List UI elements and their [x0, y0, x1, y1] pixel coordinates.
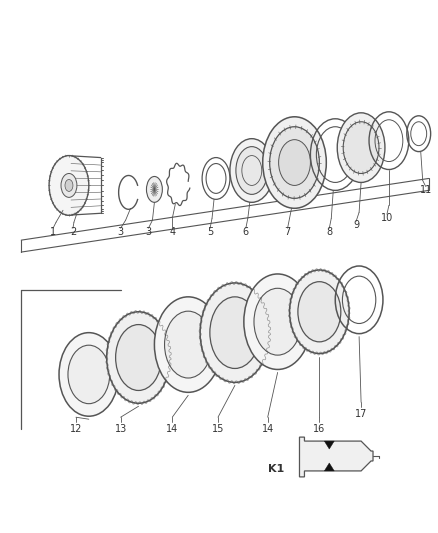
Ellipse shape [210, 297, 260, 368]
Text: 6: 6 [243, 227, 249, 237]
Polygon shape [324, 463, 334, 471]
Ellipse shape [49, 156, 89, 215]
Text: K1: K1 [268, 464, 285, 474]
Text: 1: 1 [50, 227, 56, 237]
Ellipse shape [146, 176, 162, 203]
Text: 3: 3 [117, 227, 124, 237]
Text: 4: 4 [169, 227, 175, 237]
Ellipse shape [343, 122, 379, 173]
Ellipse shape [61, 173, 77, 197]
Ellipse shape [165, 311, 212, 378]
Ellipse shape [236, 147, 268, 195]
Ellipse shape [298, 281, 341, 342]
Ellipse shape [279, 140, 311, 185]
Ellipse shape [59, 333, 119, 416]
Ellipse shape [155, 297, 222, 392]
Text: 16: 16 [313, 424, 325, 434]
Polygon shape [324, 441, 334, 449]
Text: 3: 3 [145, 227, 152, 237]
Ellipse shape [200, 283, 270, 382]
Text: 5: 5 [207, 227, 213, 237]
Text: 14: 14 [261, 424, 274, 434]
Text: 14: 14 [166, 424, 178, 434]
Ellipse shape [270, 127, 319, 198]
Text: 10: 10 [381, 213, 393, 223]
Text: 11: 11 [420, 185, 432, 196]
Polygon shape [300, 437, 373, 477]
Text: 15: 15 [212, 424, 224, 434]
Ellipse shape [337, 113, 385, 182]
Ellipse shape [116, 325, 162, 391]
Ellipse shape [230, 139, 274, 203]
Ellipse shape [68, 345, 110, 403]
Text: 17: 17 [355, 409, 367, 419]
Text: 7: 7 [284, 227, 291, 237]
Text: 2: 2 [70, 227, 76, 237]
Text: 9: 9 [353, 220, 359, 230]
Text: 13: 13 [114, 424, 127, 434]
Ellipse shape [107, 312, 170, 403]
Ellipse shape [244, 274, 311, 369]
Ellipse shape [263, 117, 326, 208]
Text: 12: 12 [70, 424, 82, 434]
Text: 8: 8 [326, 227, 332, 237]
Ellipse shape [65, 180, 73, 191]
Ellipse shape [290, 270, 349, 353]
Ellipse shape [254, 288, 301, 355]
